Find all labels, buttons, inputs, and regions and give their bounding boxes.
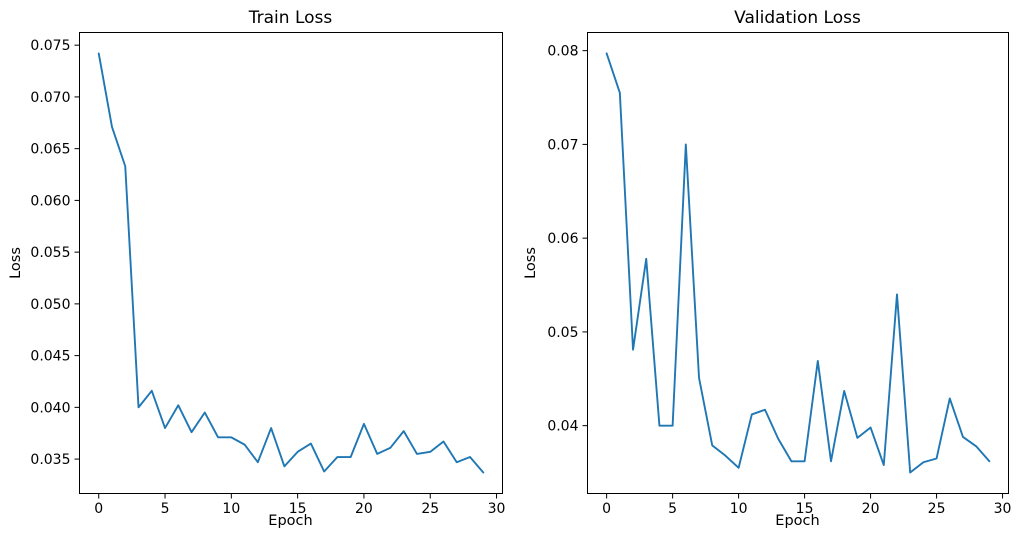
y-tick-label: 0.050 <box>30 297 70 313</box>
x-tick-label: 5 <box>161 501 170 517</box>
train-loss-line <box>97 52 485 474</box>
validation-loss-title: Validation Loss <box>734 8 861 28</box>
validation-yaxis-label: Loss <box>523 247 539 279</box>
x-tick-label: 5 <box>668 501 677 517</box>
x-tick-label: 20 <box>355 501 373 517</box>
y-tick-label: 0.070 <box>30 90 70 106</box>
x-tick-label: 25 <box>928 501 946 517</box>
y-tick-label: 0.075 <box>30 38 70 54</box>
x-tick-label: 30 <box>488 501 506 517</box>
x-tick-label: 15 <box>796 501 814 517</box>
x-tick-label: 25 <box>421 501 439 517</box>
x-tick-label: 20 <box>862 501 880 517</box>
x-tick-label: 0 <box>94 501 103 517</box>
y-tick-label: 0.035 <box>30 452 70 468</box>
x-tick-label: 10 <box>730 501 748 517</box>
x-tick-label: 30 <box>994 501 1012 517</box>
validation-loss-spines <box>587 32 1009 494</box>
y-tick-label: 0.06 <box>547 231 578 247</box>
x-tick-label: 15 <box>289 501 307 517</box>
y-tick-label: 0.08 <box>547 44 578 60</box>
train-loss-spines <box>79 32 503 494</box>
y-tick-label: 0.07 <box>547 137 578 153</box>
train-loss-plot: 0 5 10 15 20 25 30 0.035 0.040 0.045 0.050 0.055 0.0… <box>30 32 506 517</box>
y-tick-label: 0.040 <box>30 400 70 416</box>
train-yaxis-label: Loss <box>8 247 24 279</box>
x-tick-label: 0 <box>602 501 611 517</box>
validation-xaxis-label: Epoch <box>775 513 820 529</box>
validation-loss-line <box>605 52 991 474</box>
x-tick-label: 10 <box>222 501 240 517</box>
y-tick-label: 0.055 <box>30 245 70 261</box>
train-loss-title: Train Loss <box>248 8 333 28</box>
y-tick-label: 0.065 <box>30 142 70 158</box>
train-xaxis-label: Epoch <box>268 513 313 529</box>
y-tick-label: 0.05 <box>547 325 578 341</box>
y-tick-label: 0.045 <box>30 349 70 365</box>
y-tick-label: 0.060 <box>30 193 70 209</box>
validation-loss-plot: 0 5 10 15 20 25 30 0.04 0.05 0.06 0.07 0.08 <box>547 32 1012 517</box>
y-tick-label: 0.04 <box>547 419 578 435</box>
